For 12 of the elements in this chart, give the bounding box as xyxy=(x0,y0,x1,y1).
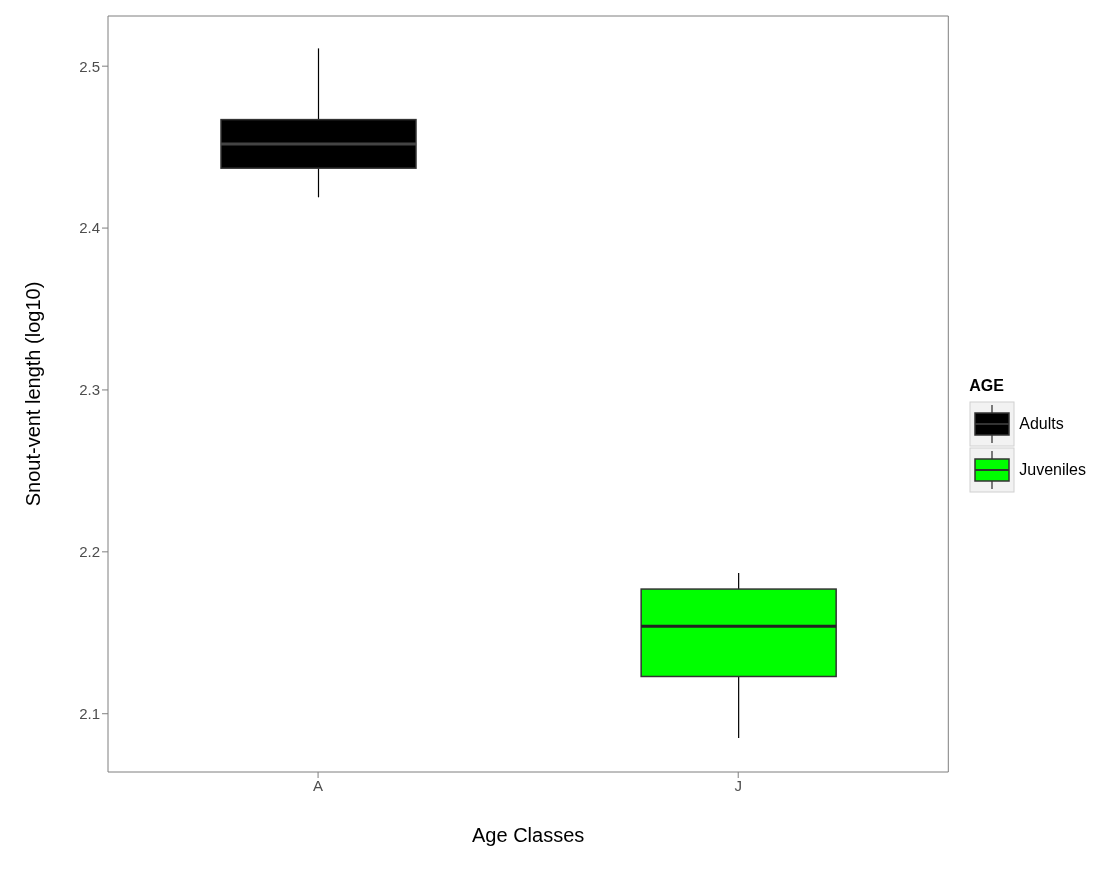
y-tick-label: 2.5 xyxy=(79,57,100,75)
legend-label: Juveniles xyxy=(1019,461,1086,479)
y-tick-label: 2.3 xyxy=(79,381,100,399)
y-tick-label: 2.2 xyxy=(79,543,100,561)
legend-label: Adults xyxy=(1019,415,1064,433)
x-tick-label: A xyxy=(313,776,324,794)
y-tick-label: 2.4 xyxy=(79,219,100,237)
x-tick-label: J xyxy=(734,776,742,794)
y-axis-title: Snout-vent length (log10) xyxy=(22,281,45,507)
y-tick-label: 2.1 xyxy=(79,705,100,723)
x-axis-title: Age Classes xyxy=(472,824,585,846)
legend-title: AGE xyxy=(969,377,1005,395)
